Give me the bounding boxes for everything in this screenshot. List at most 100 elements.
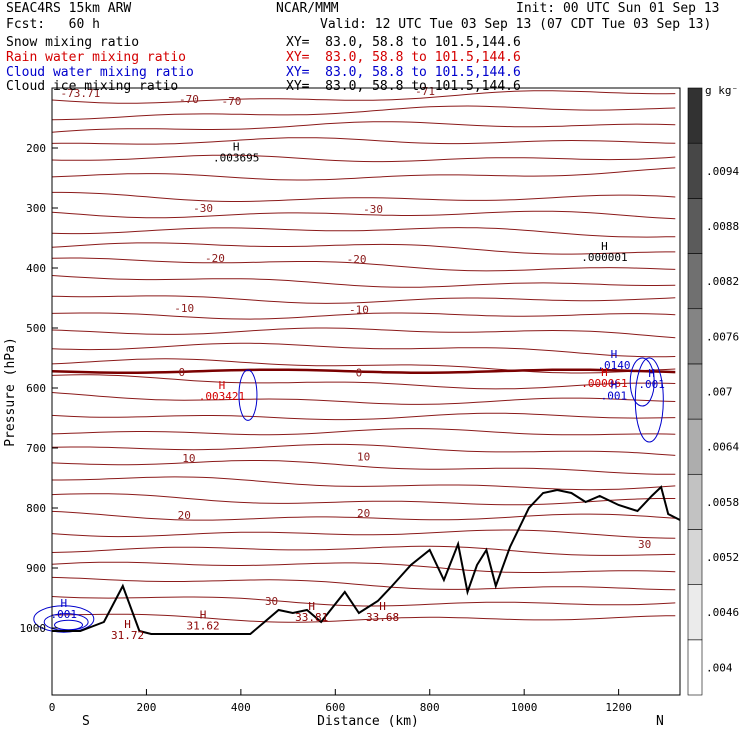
x-tick-label: 800	[420, 701, 440, 714]
isotherm-line	[51, 342, 676, 358]
max-marker-h: H	[601, 366, 608, 379]
isotherm-line	[51, 121, 676, 133]
x-axis: 0 200 400 600 800 1000 1200	[49, 689, 632, 714]
colorbar-cell	[687, 584, 703, 641]
colorbar: .004 .0046 .0052 .0058 .0064 .007 .0076 .0082 .0…	[687, 87, 739, 696]
isotherm-label: -20	[205, 252, 225, 265]
max-value-label: .001	[601, 390, 628, 403]
isotherm-line	[51, 374, 676, 390]
colorbar-tick-label: .0064	[706, 441, 739, 454]
x-tick-label: 400	[231, 701, 251, 714]
max-value-label: .001	[51, 608, 78, 621]
isotherm-label: -30	[193, 202, 213, 215]
isotherm-line	[51, 443, 676, 456]
max-marker-h: H	[219, 379, 226, 392]
x-axis-north-label: N	[656, 714, 664, 729]
isotherm-label: -30	[363, 203, 383, 216]
max-value-label: .000001	[581, 251, 627, 264]
cloud-water-contour	[238, 369, 258, 421]
max-marker-h: H	[308, 600, 315, 613]
isotherm-line	[51, 460, 676, 475]
isotherm-label: 10	[357, 450, 370, 463]
isotherm-label: -10	[349, 303, 369, 316]
cloud-water-contours	[33, 357, 664, 633]
isotherm-line	[51, 412, 676, 421]
y-tick-label: 1000	[20, 622, 47, 635]
colorbar-tick-label: .007	[706, 386, 733, 399]
y-axis-label: Pressure (hPa)	[3, 337, 18, 447]
x-tick-label: 1000	[511, 701, 538, 714]
isotherm-line	[52, 476, 676, 491]
colorbar-cell	[687, 308, 703, 365]
y-tick-label: 200	[26, 142, 46, 155]
legend-rain-xy: XY= 83.0, 58.8 to 101.5,144.6	[286, 50, 521, 65]
legend-cloud-water-xy: XY= 83.0, 58.8 to 101.5,144.6	[286, 65, 521, 80]
isotherm-line	[51, 242, 676, 255]
temperature-contours	[51, 90, 676, 623]
isotherm-label: -73.71	[60, 87, 100, 100]
terrain-line	[52, 485, 681, 635]
isotherm-label: -10	[174, 302, 194, 315]
max-value-label: .001	[638, 378, 665, 391]
legend-snow-label: Snow mixing ratio	[6, 35, 140, 50]
isotherm-line	[51, 561, 676, 573]
isotherm-line	[51, 90, 676, 104]
isotherm-line	[51, 327, 676, 339]
max-value-label: .0140	[597, 359, 630, 372]
isotherm-line	[51, 358, 676, 374]
isotherm-line	[51, 275, 676, 288]
org-label: NCAR/MMM	[276, 1, 339, 16]
colorbar-tick-label: .0094	[706, 165, 739, 178]
x-tick-label: 1200	[605, 701, 632, 714]
isotherm-line	[51, 529, 676, 539]
isotherm-line	[51, 154, 676, 163]
legend-rain-label: Rain water mixing ratio	[6, 50, 187, 65]
colorbar-tick-label: .0076	[706, 330, 739, 343]
y-tick-label: 900	[26, 562, 46, 575]
y-tick-label: 500	[26, 322, 46, 335]
colorbar-cell	[687, 418, 703, 475]
x-tick-label: 600	[325, 701, 345, 714]
colorbar-tick-label: .0082	[706, 275, 739, 288]
legend-cloud-water-label: Cloud water mixing ratio	[6, 65, 194, 80]
isotherm-label: 0	[179, 366, 186, 379]
colorbar-cell	[687, 253, 703, 310]
colorbar-cell	[687, 529, 703, 585]
x-tick-label: 200	[136, 701, 156, 714]
isotherm-label: 20	[357, 507, 370, 520]
isotherm-line	[51, 392, 676, 405]
model-title: SEAC4RS 15km ARW	[6, 1, 132, 16]
isotherm-line	[51, 428, 676, 436]
y-tick-label: 800	[26, 502, 46, 515]
cloud-water-contour	[54, 619, 84, 631]
colorbar-tick-label: .0052	[706, 551, 739, 564]
isotherm-line	[51, 227, 676, 238]
valid-time: Valid: 12 UTC Tue 03 Sep 13 (07 CDT Tue …	[320, 17, 712, 32]
isotherm-line	[51, 312, 676, 320]
isotherm-label: 10	[182, 452, 195, 465]
y-axis: 200 300 400 500 600 700 800 900 1000	[20, 142, 58, 635]
max-value-label: 31.72	[111, 629, 144, 642]
init-time: Init: 00 UTC Sun 01 Sep 13	[516, 1, 720, 16]
isotherm-label: 30	[265, 595, 278, 608]
isotherm-line	[51, 613, 676, 623]
colorbar-cell	[687, 363, 703, 420]
isotherm-label: -70	[221, 95, 241, 108]
colorbar-cell	[687, 639, 703, 696]
isotherm-line	[51, 545, 676, 556]
max-marker-h: H	[601, 240, 608, 253]
y-tick-label: 300	[26, 202, 46, 215]
isotherm-line	[51, 167, 676, 181]
x-axis-label: Distance (km)	[317, 714, 419, 729]
terrain-profile	[52, 485, 681, 635]
isotherm-line	[51, 510, 676, 521]
legend-snow-xy: XY= 83.0, 58.8 to 101.5,144.6	[286, 35, 521, 50]
max-value-label: .003421	[199, 390, 245, 403]
y-tick-label: 600	[26, 382, 46, 395]
colorbar-cell	[687, 473, 703, 530]
colorbar-cell	[687, 198, 703, 254]
y-tick-label: 700	[26, 442, 46, 455]
x-axis-south-label: S	[82, 714, 90, 729]
cloud-water-contour	[33, 605, 95, 633]
